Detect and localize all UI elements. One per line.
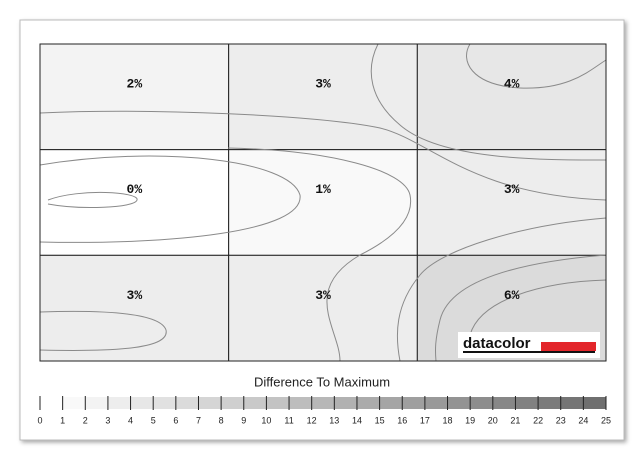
- colorbar-tick-label: 1: [60, 415, 65, 425]
- colorbar-swatch: [221, 397, 244, 409]
- colorbar-tick-label: 15: [375, 415, 385, 425]
- colorbar-tick-label: 19: [465, 415, 475, 425]
- colorbar-tick-label: 24: [578, 415, 588, 425]
- colorbar-swatch: [356, 397, 380, 409]
- colorbar-swatch: [40, 397, 63, 409]
- grid-frame: [39, 43, 607, 362]
- colorbar-tick-label: 18: [443, 415, 453, 425]
- colorbar-swatch: [243, 397, 267, 409]
- colorbar-tick-label: 23: [556, 415, 566, 425]
- colorbar-tick-label: 21: [510, 415, 520, 425]
- logo-bar: [541, 342, 596, 351]
- colorbar-swatch: [107, 397, 131, 409]
- cell: [416, 149, 607, 256]
- cell: [39, 254, 230, 362]
- cell-label: 0%: [127, 182, 143, 197]
- colorbar-swatch: [334, 397, 357, 409]
- colorbar-tick-label: 6: [173, 415, 178, 425]
- cell-label: 4%: [504, 76, 520, 91]
- cell-label: 3%: [315, 76, 331, 91]
- colorbar-title: Difference To Maximum: [254, 374, 390, 389]
- colorbar-swatch: [447, 397, 471, 409]
- colorbar-swatch: [153, 397, 176, 409]
- colorbar-tick-label: 8: [219, 415, 224, 425]
- colorbar-swatch: [560, 397, 584, 409]
- colorbar-swatch: [538, 397, 561, 409]
- cell-label: 1%: [315, 182, 331, 197]
- colorbar-swatch: [62, 397, 86, 409]
- cell: [39, 43, 230, 151]
- colorbar-swatch: [266, 397, 290, 409]
- colorbar-swatch: [85, 397, 108, 409]
- colorbar-swatch: [515, 397, 539, 409]
- colorbar-swatch: [289, 397, 312, 409]
- cell-label: 3%: [127, 288, 143, 303]
- colorbar-swatch: [583, 397, 606, 409]
- cell: [416, 43, 607, 151]
- logo: datacolor: [463, 335, 531, 352]
- colorbar-swatch: [198, 397, 222, 409]
- colorbar-tick-label: 22: [533, 415, 543, 425]
- colorbar-tick-label: 9: [241, 415, 246, 425]
- cell-layer: [39, 43, 607, 362]
- colorbar-swatch: [130, 397, 154, 409]
- colorbar-tick-label: 7: [196, 415, 201, 425]
- cell: [228, 254, 418, 362]
- colorbar-swatch: [470, 397, 493, 409]
- colorbar-tick-label: 10: [261, 415, 271, 425]
- logo-underline: [463, 351, 595, 353]
- cell-label: 6%: [504, 288, 520, 303]
- colorbar-tick-label: 16: [397, 415, 407, 425]
- cell-label: 3%: [315, 288, 331, 303]
- colorbar-swatch: [402, 397, 425, 409]
- cell-label: 2%: [127, 76, 143, 91]
- colorbar-tick-label: 17: [420, 415, 430, 425]
- colorbar-tick-label: 0: [37, 415, 42, 425]
- colorbar-tick-label: 3: [105, 415, 110, 425]
- colorbar-tick-label: 14: [352, 415, 362, 425]
- colorbar-tick-label: 13: [329, 415, 339, 425]
- colorbar-tick-label: 11: [284, 415, 293, 425]
- colorbar-tick-label: 5: [151, 415, 156, 425]
- colorbar-tick-label: 20: [488, 415, 498, 425]
- contours: [39, 43, 607, 362]
- cell-label: 3%: [504, 182, 520, 197]
- colorbar-swatch: [311, 397, 335, 409]
- cell: [228, 149, 418, 256]
- colorbar-swatch: [492, 397, 516, 409]
- colorbar-swatch: [175, 397, 199, 409]
- colorbar-tick-label: 12: [307, 415, 317, 425]
- colorbar-swatch: [379, 397, 403, 409]
- colorbar-tick-label: 2: [83, 415, 88, 425]
- colorbar-swatch: [424, 397, 448, 409]
- colorbar-tick-label: 4: [128, 415, 133, 425]
- colorbar-tick-label: 25: [601, 415, 611, 425]
- cell: [228, 43, 418, 151]
